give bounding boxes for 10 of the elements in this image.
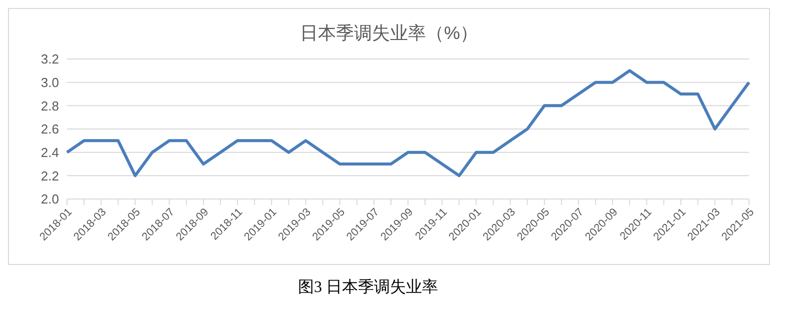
chart-title: 日本季调失业率（%） bbox=[298, 22, 479, 45]
y-tick-label: 2.0 bbox=[40, 192, 59, 207]
caption: 图3 日本季调失业率 bbox=[297, 278, 439, 298]
y-tick-label: 3.2 bbox=[40, 52, 59, 67]
y-tick-label: 2.6 bbox=[40, 122, 59, 137]
line-series bbox=[66, 69, 750, 178]
y-tick-label: 2.2 bbox=[40, 168, 59, 184]
y-tick-label: 3.0 bbox=[40, 74, 59, 90]
y-tick-label: 2.4 bbox=[40, 144, 59, 160]
y-tick-label: 2.8 bbox=[40, 98, 59, 114]
